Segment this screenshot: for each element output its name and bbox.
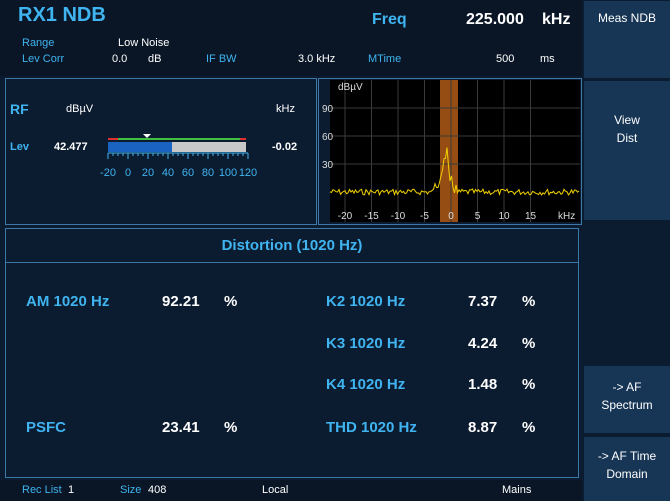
label: Range: [22, 37, 55, 49]
label: Rec List: [22, 484, 62, 496]
spectrum: dBµV 90 60 30 -20 -15 -10 -5 0 5 10 15 kHz: [322, 80, 580, 222]
value: 0.0: [112, 53, 128, 65]
divider: [6, 262, 578, 263]
unit: %: [522, 293, 536, 310]
label: K3 1020 Hz: [326, 335, 406, 352]
status: Local: [262, 484, 289, 496]
label: Lev Corr: [22, 53, 65, 65]
label: K4 1020 Hz: [326, 376, 406, 393]
gauge: -20 0 20 40 60 80 100 120: [100, 134, 257, 179]
label: IF BW: [206, 53, 237, 65]
unit: kHz: [276, 103, 295, 115]
label: Lev: [10, 141, 29, 153]
softkey[interactable]: -> AF Spectrum: [584, 365, 670, 433]
softkey-label: Meas NDB: [597, 11, 656, 25]
value: 23.41: [162, 419, 200, 436]
unit: %: [224, 293, 238, 310]
scale-label: 0: [125, 167, 131, 179]
label: AM 1020 Hz: [26, 293, 110, 310]
x-tick-label: -10: [391, 211, 406, 222]
label: THD 1020 Hz: [326, 419, 417, 436]
scale-label: 120: [239, 167, 257, 179]
softkey-label: Domain: [606, 467, 648, 481]
value: 42.477: [54, 141, 88, 153]
value: 1: [68, 484, 75, 496]
y-tick-label: 90: [322, 104, 334, 115]
x-tick-label: -5: [420, 211, 429, 222]
x-tick-label: -20: [338, 211, 353, 222]
x-tick-label: -15: [364, 211, 379, 222]
scale-label: 60: [182, 167, 194, 179]
unit: dBµV: [338, 82, 363, 93]
title: RX1 NDB: [18, 4, 106, 26]
softkey-label: Spectrum: [601, 398, 653, 412]
label: MTime: [368, 53, 402, 65]
value: 92.21: [162, 293, 200, 310]
label: PSFC: [26, 419, 67, 436]
header: [0, 0, 582, 76]
distortion-panel: [5, 228, 579, 478]
softkey-label: Dist: [616, 131, 638, 145]
value: 3.0 kHz: [298, 53, 336, 65]
value: 500: [496, 53, 515, 65]
unit: %: [224, 419, 238, 436]
value: -0.02: [272, 141, 298, 153]
value: 1.48: [468, 376, 498, 393]
softkey[interactable]: Meas NDB: [584, 0, 670, 78]
unit: dB: [148, 53, 162, 65]
scale-label: 20: [142, 167, 154, 179]
status: Mains: [502, 484, 532, 496]
label: K2 1020 Hz: [326, 293, 406, 310]
scale-label: 40: [162, 167, 174, 179]
rf-panel: [5, 78, 317, 225]
value: 4.24: [468, 335, 498, 352]
label: RF: [10, 101, 29, 117]
label: Size: [120, 484, 142, 496]
softkey-label: View: [614, 113, 640, 127]
spectrum-panel: [318, 78, 582, 225]
value: 7.37: [468, 293, 498, 310]
scale-label: -20: [100, 167, 116, 179]
softkey[interactable]: View Dist: [584, 80, 670, 220]
softkey-label: -> AF: [612, 380, 642, 394]
unit: kHz: [542, 11, 571, 28]
unit: ms: [540, 53, 555, 65]
value: 408: [148, 484, 167, 496]
y-tick-label: 30: [322, 160, 334, 171]
unit: %: [522, 419, 536, 436]
unit: %: [522, 376, 536, 393]
unit: dBµV: [66, 103, 94, 115]
scale-label: 80: [202, 167, 214, 179]
panel-title: Distortion (1020 Hz): [221, 237, 363, 254]
x-tick-label: 0: [448, 211, 454, 222]
unit: kHz: [558, 211, 575, 222]
x-tick-label: 5: [475, 211, 481, 222]
x-tick-label: 15: [525, 211, 537, 222]
softkey[interactable]: -> AF Time Domain: [584, 436, 670, 501]
status-bar: [0, 480, 582, 501]
y-tick-label: 60: [322, 132, 334, 143]
x-tick-label: 10: [498, 211, 510, 222]
scale-label: 100: [219, 167, 237, 179]
value: 225.000: [466, 11, 524, 28]
value: Low Noise: [118, 37, 170, 49]
value: 8.87: [468, 419, 498, 436]
unit: %: [522, 335, 536, 352]
label: Freq: [372, 11, 407, 28]
softkey-label: -> AF Time: [597, 449, 657, 463]
